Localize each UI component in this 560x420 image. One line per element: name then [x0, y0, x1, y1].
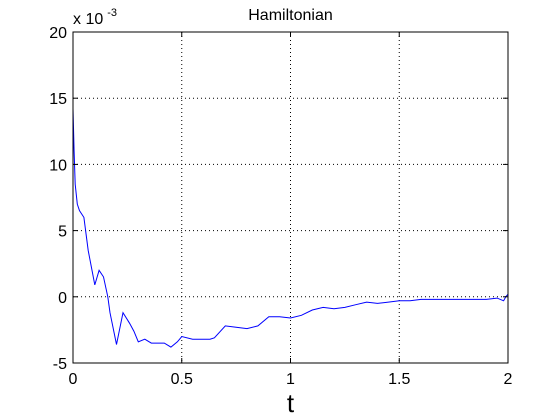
grid-layer [73, 32, 508, 363]
y-tick-label: 15 [49, 91, 67, 108]
x-tick-label: 0 [69, 371, 78, 388]
x-tick-label: 0.5 [171, 371, 193, 388]
x-axis-label: t [287, 388, 295, 418]
series-line [72, 108, 509, 348]
x-tick-label: 1 [286, 371, 295, 388]
y-tick-label: 5 [58, 224, 67, 241]
y-multiplier-prefix: x 10 [73, 11, 103, 28]
series-layer [72, 108, 509, 348]
x-tick-label: 1.5 [388, 371, 410, 388]
y-tick-label: 20 [49, 25, 67, 42]
x-tick-label: 2 [504, 371, 513, 388]
y-tick-label: 10 [49, 157, 67, 174]
chart-title: Hamiltonian [248, 7, 332, 24]
tick-layer [72, 31, 509, 364]
y-multiplier-exponent: -3 [107, 7, 117, 19]
y-axis-multiplier: x 10 -3 [73, 7, 117, 28]
y-tick-label: 0 [58, 290, 67, 307]
y-tick-label: -5 [53, 356, 67, 373]
